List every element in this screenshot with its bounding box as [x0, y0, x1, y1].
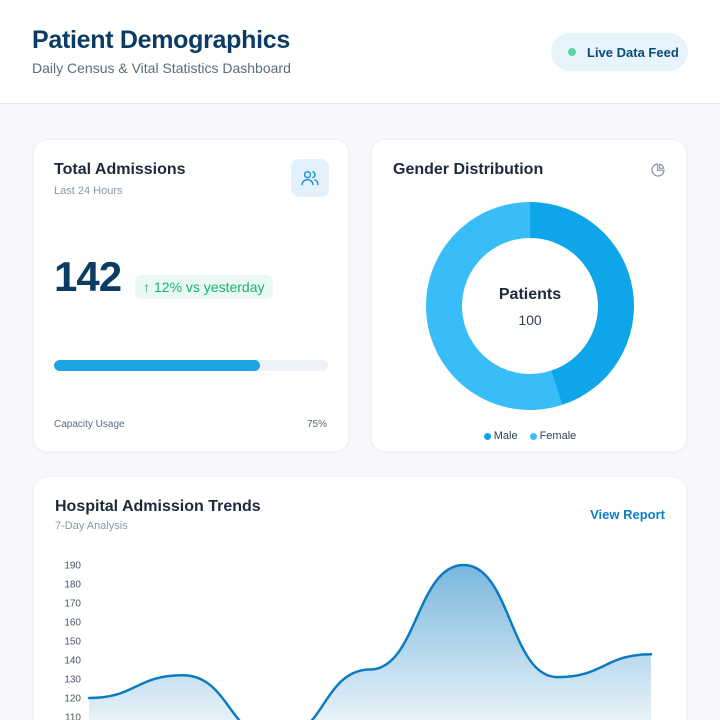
- users-icon: [301, 170, 319, 186]
- admissions-count: 142: [54, 253, 122, 300]
- page-title: Patient Demographics: [32, 26, 290, 54]
- gender-donut-chart: [426, 202, 634, 410]
- y-tick-label: 140: [64, 656, 81, 667]
- y-tick-label: 170: [64, 599, 81, 610]
- trends-subtitle: 7-Day Analysis: [55, 520, 128, 532]
- admissions-delta-text: 12% vs yesterday: [154, 279, 265, 295]
- legend-swatch-male: [483, 432, 491, 440]
- legend-item-female: Female: [529, 430, 577, 442]
- total-admissions-card: Total Admissions Last 24 Hours 142 ↑ 12%…: [33, 139, 349, 452]
- admissions-title: Total Admissions: [54, 161, 186, 178]
- admission-trends-chart: 110 120 130 140 150 160 170 180 190: [64, 561, 653, 720]
- legend-label-male: Male: [493, 430, 518, 442]
- y-tick-label: 180: [64, 580, 81, 591]
- live-status-dot: [568, 48, 576, 56]
- trend-line: [87, 563, 653, 720]
- admissions-delta-badge: ↑ 12% vs yesterday: [135, 275, 273, 299]
- users-icon-button[interactable]: [291, 159, 329, 197]
- live-data-feed-button[interactable]: Live Data Feed: [551, 33, 688, 71]
- trends-title: Hospital Admission Trends: [55, 498, 261, 515]
- admissions-subtitle: Last 24 Hours: [54, 185, 123, 197]
- legend-item-male: Male: [483, 430, 518, 442]
- live-data-feed-label: Live Data Feed: [587, 44, 679, 60]
- page-subtitle: Daily Census & Vital Statistics Dashboar…: [32, 60, 291, 76]
- pie-chart-icon[interactable]: [650, 162, 666, 178]
- y-tick-label: 120: [64, 694, 81, 705]
- capacity-progress-fill: [54, 360, 260, 371]
- y-tick-label: 190: [64, 561, 81, 572]
- capacity-progress-bar: [54, 360, 328, 371]
- y-tick-label: 160: [64, 618, 81, 629]
- trend-area-fill: [89, 565, 651, 720]
- legend-label-female: Female: [539, 430, 577, 442]
- donut-slice-female: [426, 202, 563, 410]
- view-report-link[interactable]: View Report: [590, 507, 665, 522]
- page-header: Patient Demographics Daily Census & Vita…: [0, 0, 720, 104]
- arrow-up-icon: ↑: [143, 279, 150, 295]
- gender-title: Gender Distribution: [393, 161, 544, 178]
- admission-trends-card: Hospital Admission Trends 7-Day Analysis…: [33, 476, 687, 720]
- y-tick-label: 110: [65, 713, 81, 720]
- donut-slice-male: [530, 202, 634, 405]
- y-tick-label: 150: [64, 637, 81, 648]
- capacity-value: 75%: [306, 419, 327, 430]
- gender-distribution-card: Gender Distribution Patients 100 Male Fe…: [371, 139, 687, 452]
- donut-center-value: 100: [518, 312, 542, 328]
- donut-center-title: Patients: [498, 286, 562, 303]
- capacity-label: Capacity Usage: [54, 419, 125, 430]
- gender-legend: Male Female: [372, 430, 688, 442]
- legend-swatch-female: [529, 432, 537, 440]
- y-tick-label: 130: [64, 675, 81, 686]
